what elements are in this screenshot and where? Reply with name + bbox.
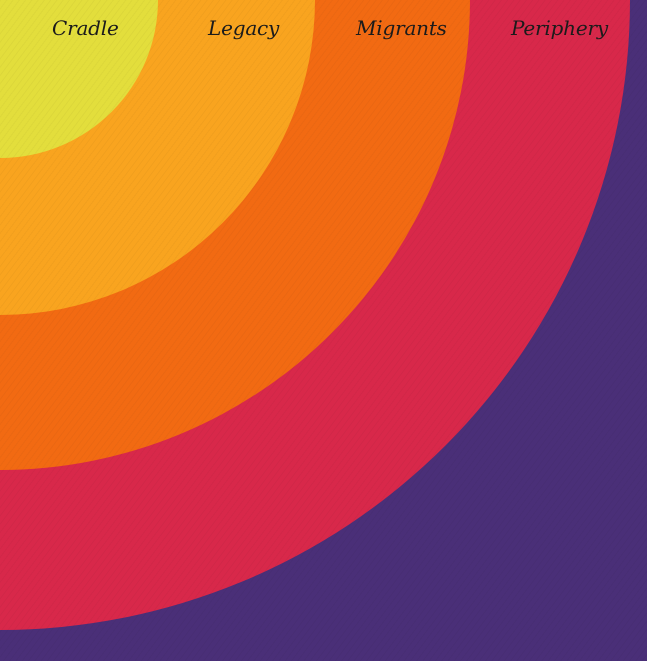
label-legacy: Legacy [208,16,280,40]
label-migrants: Migrants [356,16,447,40]
label-periphery: Periphery [511,16,608,40]
label-cradle: Cradle [52,16,119,40]
